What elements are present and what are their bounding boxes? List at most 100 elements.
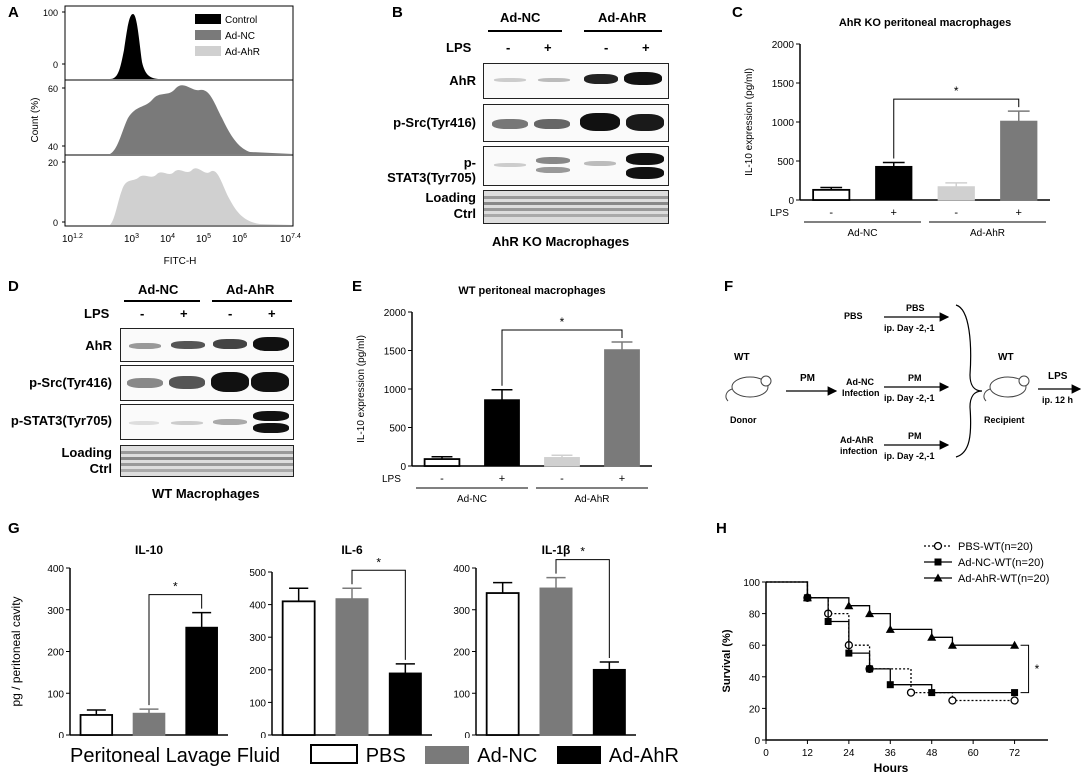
significance-star: * xyxy=(580,545,585,559)
panel-f-ip-day: ip. Day -2,-1 xyxy=(884,393,935,403)
panel-b-row-label-psrc: p-Src(Tyr416) xyxy=(393,115,476,130)
chart-title: AhR KO peritoneal macrophages xyxy=(839,17,1011,29)
panel-a-ytick: 100 xyxy=(43,8,58,18)
panel-f-adnc-group-2: Infection xyxy=(842,388,880,398)
y-tick-label: 0 xyxy=(260,731,266,738)
histogram-ad-ahr xyxy=(65,168,293,225)
panel-b-loading-line1: Loading xyxy=(425,190,476,205)
panel-d-lps-sign: + xyxy=(268,306,276,321)
y-tick-label: 0 xyxy=(58,731,64,738)
y-tick-label: 200 xyxy=(47,648,64,659)
lps-sign: - xyxy=(440,473,444,485)
bar xyxy=(592,668,626,736)
survival-point xyxy=(824,618,832,625)
panel-b-group-ad-nc: Ad-NC xyxy=(500,10,541,25)
panel-d-group-ad-ahr: Ad-AhR xyxy=(226,282,275,297)
survival-point xyxy=(927,632,937,641)
y-tick-label: 200 xyxy=(453,648,470,659)
panel-a-ytick: 60 xyxy=(48,84,58,94)
panel-letter-f: F xyxy=(724,278,734,295)
y-axis-label: IL-10 expression (pg/ml) xyxy=(744,68,755,176)
bar xyxy=(604,349,640,467)
histogram-control xyxy=(65,14,293,79)
panel-b-lps-sign: + xyxy=(642,40,650,55)
significance-star: * xyxy=(173,580,178,594)
x-tick-label: 24 xyxy=(843,748,855,759)
y-axis-label: Survival (%) xyxy=(721,629,733,692)
lps-sign: + xyxy=(891,207,897,219)
legend-swatch-ad-ahr xyxy=(556,746,601,764)
panel-f-lps: LPS xyxy=(1048,371,1068,382)
y-tick-label: 500 xyxy=(389,424,406,435)
survival-point xyxy=(906,688,916,697)
panel-a-xtick: 107.4 xyxy=(280,233,301,245)
y-tick-label: 0 xyxy=(400,462,406,473)
survival-point xyxy=(947,640,957,649)
legend-marker xyxy=(933,541,943,551)
mouse-recipient-icon xyxy=(983,375,1030,402)
survival-point xyxy=(928,689,936,697)
lps-sign: + xyxy=(499,473,505,485)
legend-label-ad-ahr: Ad-AhR xyxy=(225,47,260,58)
panel-f-adahr-group-1: Ad-AhR xyxy=(840,435,874,445)
x-tick-label: 48 xyxy=(926,748,938,759)
bar xyxy=(937,186,975,201)
panel-f-pbs-group: PBS xyxy=(844,311,863,321)
y-tick-label: 100 xyxy=(249,698,266,709)
panel-f-brace xyxy=(955,304,983,458)
x-tick-label: 60 xyxy=(968,748,980,759)
bar xyxy=(185,626,218,736)
x-tick-label: 12 xyxy=(802,748,814,759)
y-tick-label: 0 xyxy=(788,196,794,207)
panel-d-blot-loading xyxy=(120,445,294,477)
chart-title: IL-10 xyxy=(135,543,163,557)
panel-d-blot-psrc xyxy=(120,365,294,401)
y-tick-label: 500 xyxy=(777,157,794,168)
survival-point xyxy=(948,696,957,705)
panel-letter-b: B xyxy=(392,4,403,21)
y-tick-label: 300 xyxy=(47,606,64,617)
legend-swatch-ad-nc xyxy=(195,30,221,40)
chart-c-il10-ko: AhR KO peritoneal macrophages 0 500 1000 150… xyxy=(744,17,1050,239)
survival-point xyxy=(802,593,812,602)
bar xyxy=(875,165,913,201)
lps-label: LPS xyxy=(382,474,401,485)
chart-e-il10-wt: WT peritoneal macrophages 0 500 1000 1500 200… xyxy=(356,285,652,505)
bar xyxy=(281,600,316,736)
panel-b-lps-label: LPS xyxy=(446,40,472,55)
y-tick-label: 400 xyxy=(453,564,470,575)
panel-b-row-label-pstat3: p-STAT3(Tyr705) xyxy=(387,155,476,185)
panel-letter-h: H xyxy=(716,520,727,537)
panel-b-lps-sign: - xyxy=(506,40,511,55)
panel-f-ip-day: ip. Day -2,-1 xyxy=(884,323,935,333)
panel-d-row-label-loading: Loading Ctrl xyxy=(16,445,112,477)
significance-star: * xyxy=(1035,662,1040,676)
significance-bracket xyxy=(1020,644,1030,694)
legend-label-control: Control xyxy=(225,15,257,26)
panel-f-adahr-group-2: infection xyxy=(840,446,878,456)
histogram-ad-nc xyxy=(65,85,293,154)
bar xyxy=(485,592,520,736)
y-tick-label: 1000 xyxy=(384,385,407,396)
y-tick-label: 100 xyxy=(47,689,64,700)
y-tick-label: 1000 xyxy=(772,118,795,129)
legend-label: Ad-NC-WT(n=20) xyxy=(958,557,1044,569)
chart-title: IL-6 xyxy=(341,543,363,557)
x-axis-label: Hours xyxy=(874,761,909,775)
panel-d-lps-sign: + xyxy=(180,306,188,321)
y-tick-label: 80 xyxy=(749,610,761,621)
lps-sign: + xyxy=(619,473,625,485)
y-tick-label: 100 xyxy=(743,578,760,589)
panel-a-ytick: 40 xyxy=(48,142,58,152)
y-tick-label: 0 xyxy=(464,731,470,738)
legend-label-ad-nc: Ad-NC xyxy=(477,745,538,767)
panel-d-lps-label: LPS xyxy=(84,306,110,321)
panel-g-legend: Peritoneal Lavage Fluid PBS Ad-NC Ad-AhR xyxy=(70,744,679,768)
legend-swatch-control xyxy=(195,14,221,24)
survival-point xyxy=(885,624,895,633)
survival-point xyxy=(866,665,874,673)
chart-title: WT peritoneal macrophages xyxy=(458,285,605,297)
x-tick-label: 72 xyxy=(1009,748,1021,759)
chart-title: IL-1β xyxy=(542,543,571,557)
panel-a-histogram: 100 0 60 40 20 0 Count (%) 101.2 103 104… xyxy=(30,5,301,267)
